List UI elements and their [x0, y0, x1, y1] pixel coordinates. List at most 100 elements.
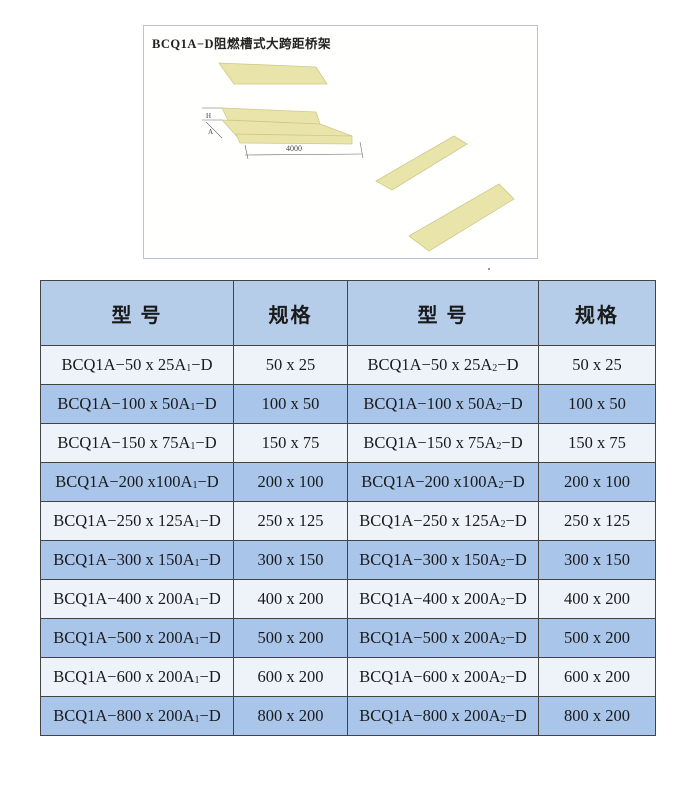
model-text: BCQ1A−300 x 150A	[359, 550, 501, 569]
model-cell: BCQ1A−100 x 50A1−D	[40, 384, 234, 424]
model-subscript: 2	[500, 519, 506, 530]
model-subscript: 1	[194, 675, 200, 686]
model-subscript: 1	[190, 402, 196, 413]
model-text: BCQ1A−250 x 125A	[359, 511, 501, 530]
model-cell: BCQ1A−150 x 75A2−D	[347, 423, 539, 463]
model-cell: BCQ1A−250 x 125A2−D	[347, 501, 539, 541]
model-text: BCQ1A−400 x 200A	[53, 589, 195, 608]
model-cell: BCQ1A−50 x 25A1−D	[40, 345, 234, 385]
model-cell: BCQ1A−800 x 200A1−D	[40, 696, 234, 736]
spec-cell: 200 x 100	[538, 462, 656, 502]
model-cell: BCQ1A−100 x 50A2−D	[347, 384, 539, 424]
tray-straight	[375, 135, 468, 191]
model-text: BCQ1A−200 x100A	[361, 472, 499, 491]
model-suffix: −D	[199, 589, 221, 608]
spec-cell: 500 x 200	[233, 618, 348, 658]
header-model: 型 号	[347, 280, 539, 346]
model-cell: BCQ1A−50 x 25A2−D	[347, 345, 539, 385]
model-subscript: 2	[500, 636, 506, 647]
table-row: BCQ1A−400 x 200A1−D 400 x 200 BCQ1A−400 x …	[40, 579, 656, 619]
table-row: BCQ1A−150 x 75A1−D 150 x 75 BCQ1A−150 x 75…	[40, 423, 656, 463]
model-suffix: −D	[197, 472, 219, 491]
spec-cell: 400 x 200	[233, 579, 348, 619]
spec-cell: 600 x 200	[233, 657, 348, 697]
spec-cell: 100 x 50	[233, 384, 348, 424]
model-suffix: −D	[199, 706, 221, 725]
model-text: BCQ1A−500 x 200A	[53, 628, 195, 647]
table-row: BCQ1A−50 x 25A1−D 50 x 25 BCQ1A−50 x 25A2−…	[40, 345, 656, 385]
model-suffix: −D	[505, 628, 527, 647]
model-subscript: 2	[492, 363, 498, 374]
model-subscript: 2	[500, 558, 506, 569]
model-text: BCQ1A−250 x 125A	[53, 511, 195, 530]
width-label: A	[208, 128, 213, 136]
model-suffix: −D	[195, 433, 217, 452]
model-subscript: 2	[496, 441, 502, 452]
spec-cell: 250 x 125	[538, 501, 656, 541]
model-cell: BCQ1A−300 x 150A2−D	[347, 540, 539, 580]
model-subscript: 1	[194, 519, 200, 530]
tray-trough	[408, 183, 515, 252]
table-row: BCQ1A−200 x100A1−D 200 x 100 BCQ1A−200 x10…	[40, 462, 656, 502]
tray-side-lower	[235, 133, 353, 145]
model-cell: BCQ1A−500 x 200A2−D	[347, 618, 539, 658]
model-text: BCQ1A−600 x 200A	[359, 667, 501, 686]
tray-cover	[218, 62, 328, 85]
table-row: BCQ1A−100 x 50A1−D 100 x 50 BCQ1A−100 x 50…	[40, 384, 656, 424]
model-subscript: 1	[186, 363, 192, 374]
model-text: BCQ1A−150 x 75A	[57, 433, 191, 452]
model-cell: BCQ1A−400 x 200A2−D	[347, 579, 539, 619]
model-subscript: 2	[500, 597, 506, 608]
spec-cell: 300 x 150	[233, 540, 348, 580]
model-text: BCQ1A−100 x 50A	[363, 394, 497, 413]
spec-cell: 50 x 25	[538, 345, 656, 385]
model-subscript: 2	[498, 480, 504, 491]
model-text: BCQ1A−500 x 200A	[359, 628, 501, 647]
spec-cell: 200 x 100	[233, 462, 348, 502]
spec-cell: 50 x 25	[233, 345, 348, 385]
scan-speck	[488, 268, 490, 270]
model-text: BCQ1A−300 x 150A	[53, 550, 195, 569]
model-cell: BCQ1A−300 x 150A1−D	[40, 540, 234, 580]
model-subscript: 1	[192, 480, 198, 491]
spec-cell: 300 x 150	[538, 540, 656, 580]
table-row: BCQ1A−600 x 200A1−D 600 x 200 BCQ1A−600 x …	[40, 657, 656, 697]
model-suffix: −D	[191, 355, 213, 374]
spec-cell: 500 x 200	[538, 618, 656, 658]
model-text: BCQ1A−800 x 200A	[359, 706, 501, 725]
model-subscript: 2	[500, 675, 506, 686]
model-cell: BCQ1A−800 x 200A2−D	[347, 696, 539, 736]
model-cell: BCQ1A−150 x 75A1−D	[40, 423, 234, 463]
model-suffix: −D	[497, 355, 519, 374]
model-cell: BCQ1A−600 x 200A1−D	[40, 657, 234, 697]
model-cell: BCQ1A−200 x100A2−D	[347, 462, 539, 502]
header-model: 型 号	[40, 280, 234, 346]
spec-cell: 250 x 125	[233, 501, 348, 541]
product-illustration: BCQ1A−D阻燃槽式大跨距桥架 H A 4000	[143, 25, 538, 259]
model-suffix: −D	[505, 706, 527, 725]
model-suffix: −D	[195, 394, 217, 413]
model-subscript: 1	[194, 558, 200, 569]
spec-cell: 150 x 75	[233, 423, 348, 463]
table-row: BCQ1A−500 x 200A1−D 500 x 200 BCQ1A−500 x …	[40, 618, 656, 658]
table-row: BCQ1A−250 x 125A1−D 250 x 125 BCQ1A−250 x …	[40, 501, 656, 541]
model-suffix: −D	[505, 550, 527, 569]
model-subscript: 1	[194, 597, 200, 608]
model-suffix: −D	[199, 667, 221, 686]
model-suffix: −D	[199, 550, 221, 569]
model-subscript: 2	[500, 714, 506, 725]
model-subscript: 2	[496, 402, 502, 413]
model-suffix: −D	[505, 511, 527, 530]
model-suffix: −D	[501, 394, 523, 413]
model-suffix: −D	[199, 511, 221, 530]
model-cell: BCQ1A−200 x100A1−D	[40, 462, 234, 502]
spec-cell: 150 x 75	[538, 423, 656, 463]
model-subscript: 1	[194, 714, 200, 725]
model-text: BCQ1A−400 x 200A	[359, 589, 501, 608]
figure-title: BCQ1A−D阻燃槽式大跨距桥架	[152, 37, 332, 51]
model-cell: BCQ1A−500 x 200A1−D	[40, 618, 234, 658]
table-header-row: 型 号 规格 型 号 规格	[40, 280, 656, 346]
model-text: BCQ1A−600 x 200A	[53, 667, 195, 686]
model-text: BCQ1A−100 x 50A	[57, 394, 191, 413]
model-cell: BCQ1A−600 x 200A2−D	[347, 657, 539, 697]
